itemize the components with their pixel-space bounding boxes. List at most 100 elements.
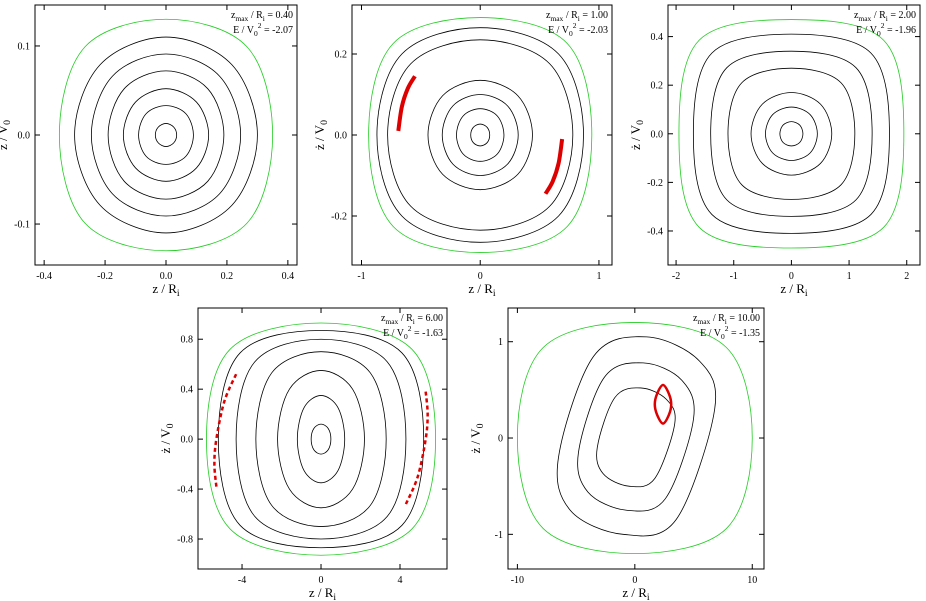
text-part: E / V [856, 25, 878, 36]
text-part: = -1.96 [885, 25, 916, 36]
y-tick-label: 0.0 [18, 131, 31, 142]
text-part: 0 [2, 120, 13, 125]
text-part: i [177, 288, 180, 299]
text-part: E / V [548, 25, 570, 36]
text-part: / R [710, 313, 725, 324]
annotation: E / V02 = -1.35 [700, 324, 760, 341]
plot-frame [667, 4, 921, 266]
x-tick-label: 0 [319, 575, 324, 586]
annotation: E / V02 = -2.07 [233, 21, 293, 38]
x-axis-label: z / Ri [622, 585, 650, 601]
text-part: z / R [468, 281, 493, 296]
text-part: z [693, 313, 698, 324]
annotation: zmax / Ri = 6.00 [381, 313, 443, 326]
orbit-curve [368, 17, 593, 253]
y-tick-label: 1 [498, 337, 503, 348]
text-part: / R [871, 10, 886, 21]
y-tick-label: 0.0 [181, 435, 194, 446]
text-part: ż / V [628, 124, 643, 150]
orbit-curve [235, 338, 407, 540]
y-tick-label: 0.0 [335, 131, 348, 142]
text-part: i [333, 592, 336, 601]
text-part: / R [248, 10, 263, 21]
text-part: i [647, 592, 650, 601]
orbit-curve [90, 53, 242, 217]
orbit-curve [396, 75, 417, 132]
orbit-curve [543, 138, 565, 195]
orbit-curve [779, 121, 804, 147]
orbit-curve [74, 36, 258, 234]
text-part: z / R [152, 281, 177, 296]
x-tick-label: -4 [238, 575, 246, 586]
text-part: = 6.00 [415, 313, 443, 324]
text-part: 0 [319, 120, 330, 125]
x-tick-label: 0 [632, 575, 637, 586]
orbit-curve [516, 322, 753, 554]
text-part: = 0.40 [265, 10, 293, 21]
text-part: i [725, 317, 727, 326]
text-part: 0 [635, 120, 646, 125]
text-part: = 2.00 [888, 10, 916, 21]
orbit-curve [255, 351, 387, 527]
text-part: max [697, 317, 710, 326]
text-part: E / V [383, 328, 405, 339]
annotation: E / V02 = -2.03 [548, 21, 608, 38]
text-part: i [805, 288, 808, 299]
orbit-curve [678, 19, 905, 249]
orbit-curve [387, 39, 574, 231]
y-tick-label: -0.8 [177, 535, 193, 546]
y-tick-label: -0.4 [177, 485, 193, 496]
orbit-curve [206, 322, 436, 556]
orbit-curve [470, 123, 491, 147]
text-part: i [413, 317, 415, 326]
x-tick-label: -0.2 [97, 271, 113, 282]
x-tick-label: 0 [789, 271, 794, 282]
y-axis-label: ż / V0 [0, 120, 13, 150]
text-part: max [550, 14, 563, 23]
y-axis-label: ż / V0 [628, 120, 646, 150]
annotation: zmax / Ri = 1.00 [546, 10, 608, 23]
text-part: i [578, 14, 580, 23]
text-part: 0 [254, 29, 258, 38]
text-part: 0 [721, 332, 725, 341]
x-tick-label: -1 [730, 271, 738, 282]
annotation: E / V02 = -1.63 [383, 324, 443, 341]
text-part: / R [398, 313, 413, 324]
text-part: 2 [881, 21, 885, 30]
y-tick-label: 0.1 [18, 41, 31, 52]
orbit-curve [296, 395, 346, 484]
orbit-curve [577, 362, 695, 512]
x-tick-label: 0.4 [282, 271, 295, 282]
orbit-curve [596, 387, 676, 488]
orbit-curve [107, 70, 225, 200]
text-part: i [263, 14, 265, 23]
x-axis-label: z / Ri [152, 281, 180, 299]
orbit-curve [277, 370, 365, 509]
y-tick-label: -0.2 [331, 211, 347, 222]
y-axis-label: ż / V0 [158, 423, 176, 453]
text-part: z / R [780, 281, 805, 296]
y-tick-label: -0.4 [647, 226, 663, 237]
text-part: 2 [725, 324, 729, 333]
x-tick-label: 1 [847, 271, 852, 282]
y-tick-label: -1 [495, 530, 503, 541]
text-part: 2 [408, 324, 412, 333]
text-part: 0 [475, 423, 486, 428]
text-part: 2 [258, 21, 262, 30]
text-part: z [546, 10, 551, 21]
x-tick-label: -1 [357, 271, 365, 282]
annotation: E / V02 = -1.96 [856, 21, 916, 38]
text-part: max [858, 14, 871, 23]
orbit-curve [456, 108, 505, 162]
orbit-curve [310, 423, 332, 455]
text-part: i [493, 288, 496, 299]
text-part: 0 [165, 423, 176, 428]
y-tick-label: 0.4 [651, 32, 664, 43]
y-tick-label: 0.2 [651, 81, 664, 92]
orbit-curve [750, 92, 833, 176]
text-part: z [854, 10, 859, 21]
x-axis-label: z / Ri [780, 281, 808, 299]
orbit-curve [217, 330, 425, 549]
x-tick-label: -0.4 [36, 271, 52, 282]
